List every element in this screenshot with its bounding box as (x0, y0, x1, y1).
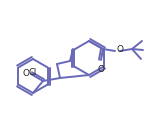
Text: O: O (98, 65, 104, 74)
Text: O: O (117, 45, 124, 54)
Text: O: O (23, 69, 29, 78)
Text: Cl: Cl (29, 68, 37, 77)
